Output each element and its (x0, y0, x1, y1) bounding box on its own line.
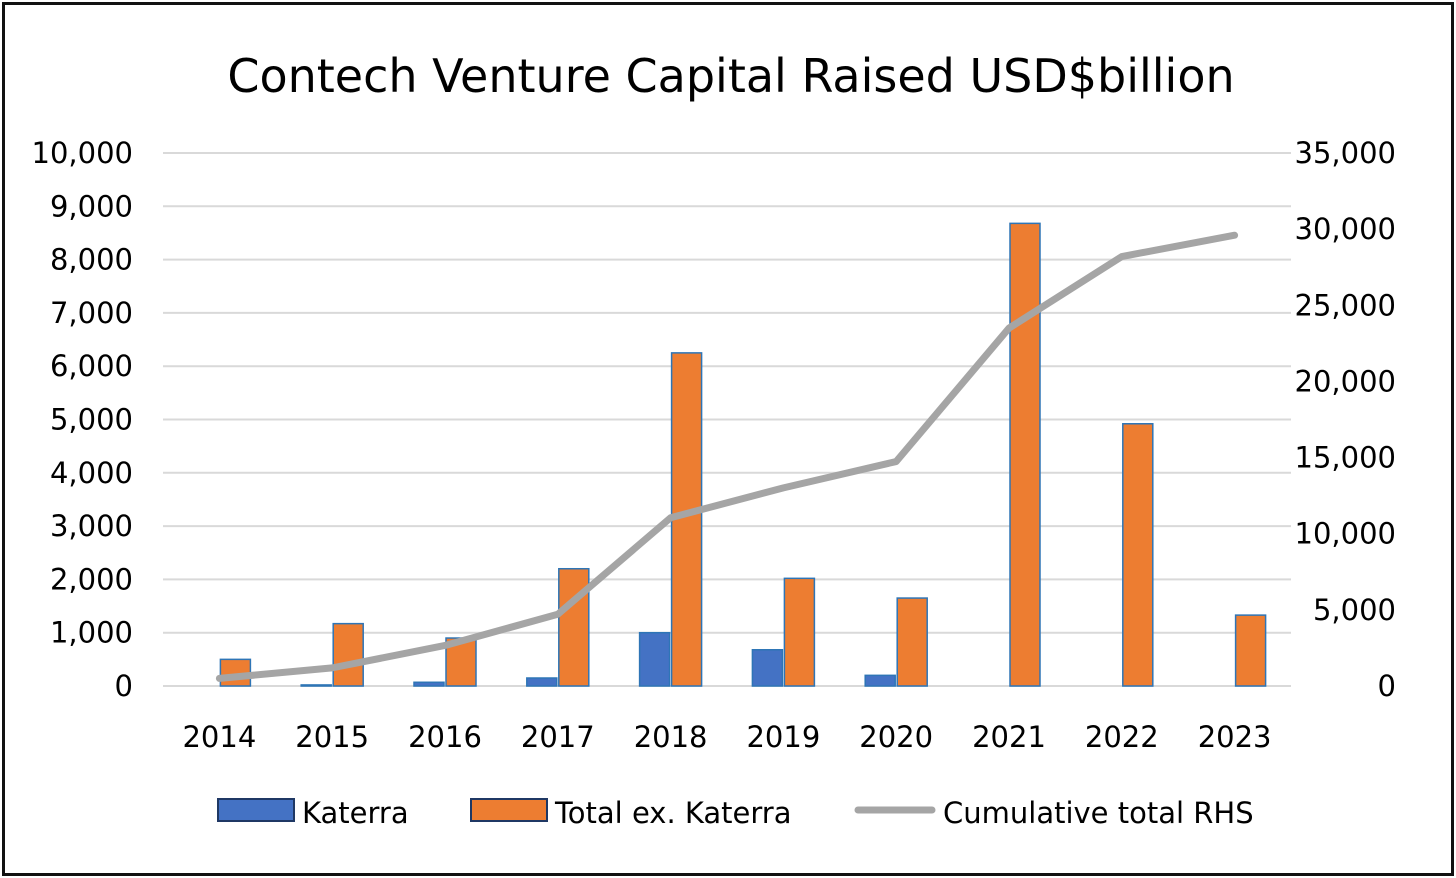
legend: Katerra Total ex. Katerra Cumulative total… (217, 796, 1254, 830)
legend-item-cumulative-total: Cumulative total RHS (854, 796, 1254, 830)
left-tick-label: 8,000 (50, 243, 133, 277)
total-ex-katerra-bar (1234, 614, 1267, 687)
right-tick-label: 10,000 (1295, 517, 1396, 551)
x-axis: 2014 2015 2016 2017 2018 2019 2020 2021 2022 2023 (182, 720, 1271, 754)
legend-item-total-ex-katerra: Total ex. Katerra (470, 796, 791, 830)
right-tick-label: 5,000 (1313, 593, 1396, 627)
legend-item-katerra: Katerra (217, 796, 409, 830)
left-tick-label: 3,000 (50, 509, 133, 543)
left-tick-label: 6,000 (50, 349, 133, 383)
x-tick-label: 2020 (859, 720, 933, 754)
chart-title: Contech Venture Capital Raised USD$billi… (227, 49, 1234, 103)
legend-label: Total ex. Katerra (554, 796, 791, 830)
katerra-bar (751, 649, 784, 687)
cumulative-total-line (215, 231, 1239, 682)
bars (219, 222, 1267, 687)
x-tick-label: 2022 (1085, 720, 1159, 754)
x-tick-label: 2017 (521, 720, 595, 754)
x-tick-label: 2018 (634, 720, 708, 754)
left-tick-label: 7,000 (50, 296, 133, 330)
x-tick-label: 2019 (746, 720, 820, 754)
legend-label: Cumulative total RHS (943, 796, 1254, 830)
total-ex-katerra-bar (1009, 222, 1041, 687)
left-tick-label: 0 (115, 669, 133, 703)
x-tick-label: 2023 (1198, 720, 1272, 754)
left-tick-label: 5,000 (50, 403, 133, 437)
legend-label: Katerra (302, 796, 409, 830)
total-ex-katerra-bar (332, 622, 364, 687)
katerra-bar (413, 681, 445, 687)
legend-swatch (470, 798, 548, 822)
x-tick-label: 2015 (295, 720, 369, 754)
right-tick-label: 25,000 (1295, 288, 1396, 322)
katerra-bar (526, 677, 558, 687)
right-tick-label: 0 (1378, 669, 1396, 703)
right-tick-label: 15,000 (1295, 441, 1396, 475)
left-tick-label: 10,000 (32, 136, 133, 170)
total-ex-katerra-bar (783, 577, 816, 687)
left-tick-label: 1,000 (50, 616, 133, 650)
right-tick-label: 30,000 (1295, 212, 1396, 246)
x-tick-label: 2014 (182, 720, 256, 754)
x-tick-label: 2021 (972, 720, 1046, 754)
total-ex-katerra-bar (896, 597, 928, 687)
katerra-bar (638, 631, 671, 687)
katerra-bar (300, 684, 332, 687)
gridlines (163, 152, 1291, 687)
left-y-axis: 0 1,000 2,000 3,000 4,000 5,000 6,000 7,000 8,00… (32, 136, 133, 703)
chart-canvas: Contech Venture Capital Raised USD$billi… (32, 49, 1396, 830)
left-tick-label: 9,000 (50, 189, 133, 223)
cumulative-line (215, 231, 1239, 682)
katerra-bar (864, 674, 896, 687)
right-tick-label: 20,000 (1295, 364, 1396, 398)
x-tick-label: 2016 (408, 720, 482, 754)
left-tick-label: 4,000 (50, 456, 133, 490)
right-tick-label: 35,000 (1295, 136, 1396, 170)
total-ex-katerra-bar (1122, 423, 1154, 687)
left-tick-label: 2,000 (50, 562, 133, 596)
total-ex-katerra-bar (558, 567, 590, 687)
right-y-axis: 0 5,000 10,000 15,000 20,000 25,000 30,000 35,0… (1295, 136, 1396, 703)
legend-swatch (217, 798, 295, 822)
